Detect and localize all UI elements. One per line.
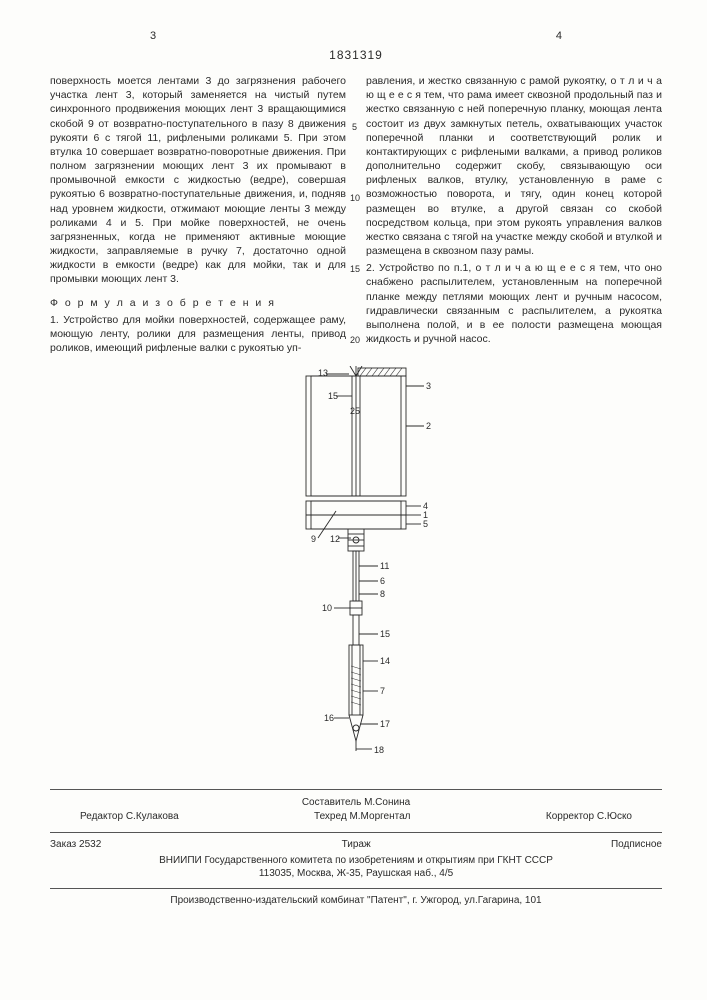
text-columns: поверхность моется лентами 3 до загрязне…: [50, 74, 662, 358]
fig-label-18: 18: [374, 745, 384, 755]
line-marker: 5: [352, 121, 357, 133]
fig-label-15b: 15: [380, 629, 390, 639]
compiler-name: М.Сонина: [364, 797, 410, 808]
formula-heading: Ф о р м у л а и з о б р е т е н и я: [50, 296, 276, 310]
tirazh-label: Тираж: [342, 839, 371, 850]
fig-label-12: 12: [330, 534, 340, 544]
corrector-label: Корректор: [546, 811, 594, 822]
vniipi-line1: ВНИИПИ Государственного комитета по изоб…: [50, 854, 662, 867]
fig-label-10: 10: [322, 603, 332, 613]
column-left: поверхность моется лентами 3 до загрязне…: [50, 74, 346, 358]
divider-bottom: [50, 888, 662, 889]
credits-block: Составитель М.Сонина Редактор С.Кулакова…: [50, 796, 662, 824]
fig-label-3: 3: [426, 381, 431, 391]
vniipi-block: ВНИИПИ Государственного комитета по изоб…: [50, 854, 662, 880]
page-number-right: 4: [556, 30, 562, 42]
editor-label: Редактор: [80, 811, 123, 822]
techred-label: Техред: [314, 811, 347, 822]
editor-name: С.Кулакова: [126, 811, 179, 822]
podpisnoe: Подписное: [611, 839, 662, 850]
left-para-1: поверхность моется лентами 3 до загрязне…: [50, 74, 346, 287]
fig-label-14: 14: [380, 656, 390, 666]
claim-1-start: 1. Устройство для мойки поверхностей, со…: [50, 313, 346, 356]
divider-mid: [50, 832, 662, 833]
fig-label-8: 8: [380, 589, 385, 599]
fig-label-5: 5: [423, 519, 428, 529]
right-para-1: равления, и жестко связанную с рамой рук…: [366, 74, 662, 258]
fig-label-16: 16: [324, 713, 334, 723]
page-number-left: 3: [150, 30, 156, 42]
fig-label-2: 2: [426, 421, 431, 431]
line-marker: 20: [350, 334, 360, 346]
compiler-label: Составитель: [302, 797, 361, 808]
divider-top: [50, 789, 662, 790]
fig-label-13: 13: [318, 368, 328, 378]
techred-name: М.Моргентал: [349, 811, 410, 822]
fig-label-15a: 15: [328, 391, 338, 401]
technical-figure: 13 15 3 2 9 12 4 1 5 11 6 8 10 15 14 7 1…: [50, 366, 662, 781]
fig-label-6: 6: [380, 576, 385, 586]
fig-label-7: 7: [380, 686, 385, 696]
zakaz-number: 2532: [79, 839, 101, 850]
fig-label-9: 9: [311, 534, 316, 544]
footer-line: Производственно-издательский комбинат "П…: [50, 895, 662, 906]
line-marker: 15: [350, 263, 360, 275]
line-marker: 10: [350, 192, 360, 204]
line-marker: 25: [350, 405, 360, 417]
document-number: 1831319: [50, 48, 662, 62]
zakaz-label: Заказ: [50, 839, 76, 850]
vniipi-line2: 113035, Москва, Ж-35, Раушская наб., 4/5: [50, 867, 662, 880]
order-row: Заказ 2532 Тираж Подписное: [50, 839, 662, 850]
fig-label-17: 17: [380, 719, 390, 729]
claim-2: 2. Устройство по п.1, о т л и ч а ю щ е …: [366, 261, 662, 346]
fig-label-11: 11: [380, 561, 389, 571]
corrector-name: С.Юско: [597, 811, 632, 822]
column-right: 5 10 15 20 25 равления, и жестко связанн…: [366, 74, 662, 358]
